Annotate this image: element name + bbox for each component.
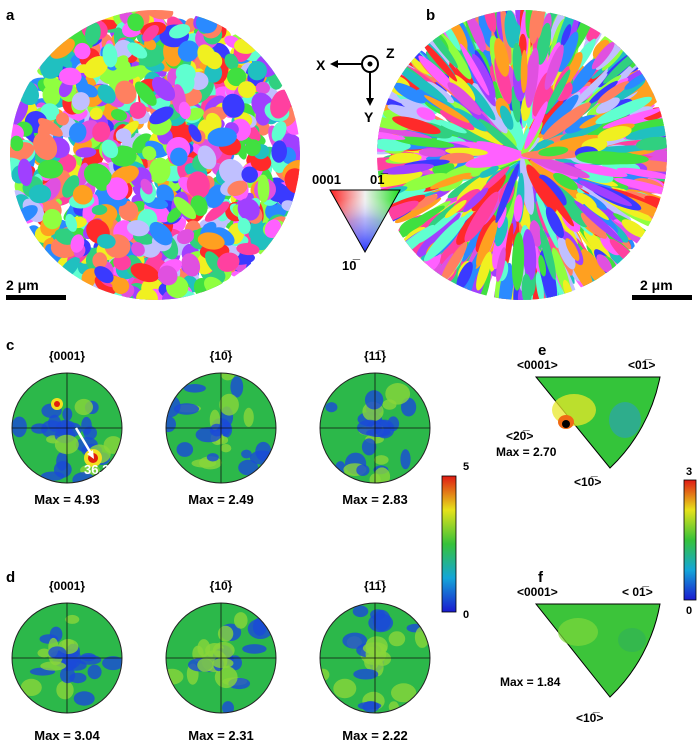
pole-figure-c-3: {11̅} Max = 2.83 [319,349,431,507]
ipf-key-01-10: 01̅ [370,172,388,187]
pole-colorbar-min: 0 [463,609,469,621]
scale-bar-b-label: 2 μm [640,277,673,293]
ipf-f-corner-01-10: < 01̅> [622,585,653,599]
pole-figure-c-2: {10̅} Max = 2.49 [165,349,277,507]
axis-z-label: Z [386,45,395,61]
angle-label: 36.27° [84,462,122,477]
pole-figure-d-2: {10̅} Max = 2.31 [165,579,277,743]
pole-figure-d-1-title: {0001} [49,579,85,593]
ipf-e-point-label: <20̅> [506,429,533,443]
ebsd-map-b [377,10,667,300]
pole-figure-d-3-title: {11̅} [364,579,386,593]
angle-annotation: 36.27° [74,427,122,477]
ipf-e-corner-01-10: <01̅> [628,358,655,372]
pole-figure-d-3-max: Max = 2.22 [342,728,407,743]
ipf-f-corner-10-10: <10̅> [576,711,603,725]
ipf-panel-f: <0001> < 01̅> <10̅> Max = 1.84 [500,585,661,725]
panel-d-label: d [6,569,15,586]
pole-figure-c-1-max: Max = 4.93 [34,492,99,507]
ipf-key-0001: 0001 [312,172,341,187]
scale-bar-a-label: 2 μm [6,277,39,293]
pole-colorbar: 5 0 [441,461,469,621]
pole-figure-c-2-title: {10̅} [210,349,233,363]
scale-bar-a: 2 μm [6,277,66,300]
pole-figure-d-1-max: Max = 3.04 [34,728,100,743]
pole-figure-d-2-max: Max = 2.31 [188,728,253,743]
ipf-colorbar-min: 0 [686,605,692,617]
axes-diagram: X Y Z [316,45,395,125]
ipf-f-corner-0001: <0001> [517,585,558,599]
axis-x-label: X [316,57,326,73]
pole-figure-d-2-title: {10̅} [210,579,233,593]
pole-figure-d-3: {11̅} Max = 2.22 [319,579,431,743]
ipf-panel-e: <0001> <01̅> <10̅> <20̅> Max = 2.70 [496,358,661,489]
pole-colorbar-max: 5 [463,461,469,473]
ipf-e-corner-10-10: <10̅> [574,475,601,489]
ebsd-map-a [10,10,300,300]
pole-figure-c-2-max: Max = 2.49 [188,492,253,507]
pole-figure-d-1: {0001} Max = 3.04 [11,579,123,743]
ipf-e-point-marker [562,420,570,428]
ipf-colorbar-max: 3 [686,466,692,478]
pole-figure-c-1-title: {0001} [49,349,85,363]
ipf-f-max: Max = 1.84 [500,675,561,689]
pole-figure-c-3-title: {11̅} [364,349,386,363]
panel-f-label: f [538,569,544,586]
pole-figure-c-3-max: Max = 2.83 [342,492,407,507]
ipf-key-10-10: 10̅ [342,258,360,273]
panel-b-label: b [426,7,435,24]
ipf-e-max: Max = 2.70 [496,445,557,459]
pole-figure-c-1: {0001} Max = 4.93 [11,349,123,507]
panel-a-label: a [6,7,15,24]
scale-bar-b: 2 μm [632,277,692,300]
ipf-colorbar: 3 0 [683,466,697,617]
panel-c-label: c [6,337,14,354]
panel-e-label: e [538,342,546,359]
ipf-e-corner-0001: <0001> [517,358,558,372]
axis-y-label: Y [364,109,374,125]
